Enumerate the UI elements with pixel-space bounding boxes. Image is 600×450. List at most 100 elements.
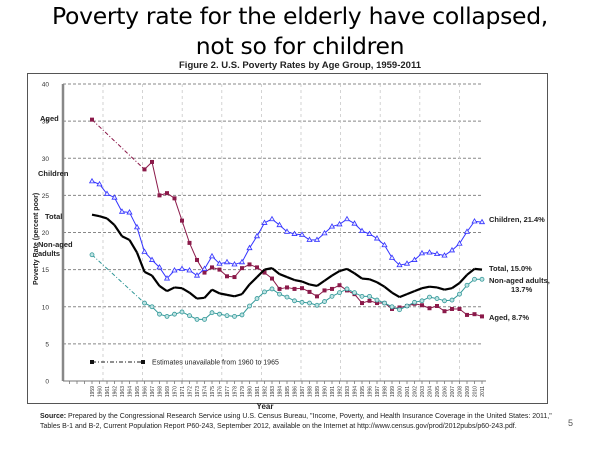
data-point [456, 240, 463, 246]
x-tick-label: 2004 [427, 386, 433, 397]
data-point [202, 270, 207, 275]
data-point [126, 209, 133, 215]
data-point [142, 167, 147, 172]
line-segment [286, 276, 295, 282]
data-point [231, 261, 238, 267]
data-point [315, 294, 319, 299]
x-tick-label: 1960 [97, 386, 103, 397]
x-tick-label: 2007 [450, 386, 456, 397]
data-point [88, 177, 96, 184]
data-point [449, 297, 455, 303]
data-point [404, 303, 410, 309]
annotation-marker-right [141, 360, 145, 364]
data-point [435, 304, 439, 309]
line-segment [339, 267, 348, 273]
page-number: 5 [568, 418, 574, 428]
x-tick-label: 2009 [465, 386, 471, 397]
line-segment [234, 293, 243, 298]
line-segment [353, 272, 363, 280]
data-point [322, 299, 327, 304]
line-segment [474, 267, 483, 271]
data-point [291, 230, 298, 236]
data-point [433, 250, 441, 257]
data-point [442, 309, 447, 314]
line-segment [323, 274, 333, 282]
data-point [172, 311, 177, 317]
data-point [255, 265, 259, 270]
x-tick-label: 1982 [262, 386, 268, 397]
x-tick-label: 2000 [397, 386, 403, 397]
data-point [403, 260, 411, 266]
data-point [210, 265, 214, 270]
data-point [89, 252, 95, 258]
line-segment [99, 215, 108, 220]
x-tick-label: 1970 [172, 386, 178, 397]
y-tick-label: 20 [42, 230, 50, 237]
line-segment [383, 285, 393, 294]
y-tick-label: 0 [45, 379, 49, 386]
x-tick-label: 2002 [412, 386, 418, 397]
data-point [285, 285, 289, 290]
x-tick-label: 1968 [157, 386, 163, 397]
x-axis-label: Year [257, 402, 274, 411]
line-segment [241, 283, 251, 295]
data-point [307, 300, 312, 306]
line-segment [264, 267, 273, 271]
data-point [261, 219, 268, 225]
data-point [150, 159, 154, 164]
line-segment [226, 293, 235, 298]
data-point [471, 217, 478, 224]
data-point [299, 299, 305, 305]
line-segment [106, 217, 116, 226]
data-point [373, 235, 381, 241]
data-point [217, 267, 222, 272]
data-point [103, 190, 111, 196]
tick-labels: 0 5 10 15 20 25 30 35 40 1959 1960 1961 1962 1963 1964… [42, 82, 486, 398]
data-point [375, 301, 379, 306]
x-tick-label: 1991 [330, 386, 336, 397]
data-point [223, 258, 231, 265]
data-point [457, 306, 462, 311]
series-start-label: Aged [40, 114, 59, 123]
y-tick-label: 5 [45, 341, 49, 348]
data-point [427, 306, 432, 311]
line-segment [121, 235, 130, 241]
source-text: Prepared by the Congressional Research S… [40, 413, 552, 430]
x-tick-label: 1961 [105, 386, 111, 397]
x-tick-label: 1996 [367, 386, 373, 397]
data-point [172, 196, 177, 201]
data-point [156, 263, 163, 270]
data-point [157, 311, 162, 317]
line-segment [301, 280, 310, 286]
x-tick-label: 2001 [405, 386, 411, 397]
data-point [337, 283, 342, 288]
x-tick-label: 1964 [127, 386, 133, 397]
x-tick-label: 2010 [472, 386, 478, 397]
data-point [270, 276, 274, 281]
data-point [284, 294, 290, 300]
data-point [389, 304, 395, 310]
series-labels: Aged Aged, 8.7% Children Children, 21.4% Tot… [38, 114, 550, 322]
line-segment [181, 287, 191, 294]
line-segment [376, 281, 386, 288]
data-point [419, 298, 425, 304]
data-point [463, 228, 471, 234]
series-non-aged-adults [89, 252, 485, 322]
line-segment [135, 252, 146, 273]
x-tick-label: 2005 [435, 386, 441, 397]
series-end-label: Non-aged adults, [489, 276, 550, 285]
line-segment [129, 212, 138, 228]
data-point [412, 299, 417, 305]
data-point [277, 291, 282, 297]
line-segment [331, 270, 341, 277]
gap-segment [91, 254, 145, 304]
line-segment [256, 222, 265, 237]
data-point [478, 218, 486, 225]
data-point [358, 227, 366, 234]
x-tick-label: 2006 [442, 386, 448, 397]
data-point [180, 218, 184, 223]
data-point [90, 117, 94, 122]
x-tick-label: 1962 [112, 386, 118, 397]
data-point [202, 316, 207, 322]
data-point [224, 313, 230, 319]
